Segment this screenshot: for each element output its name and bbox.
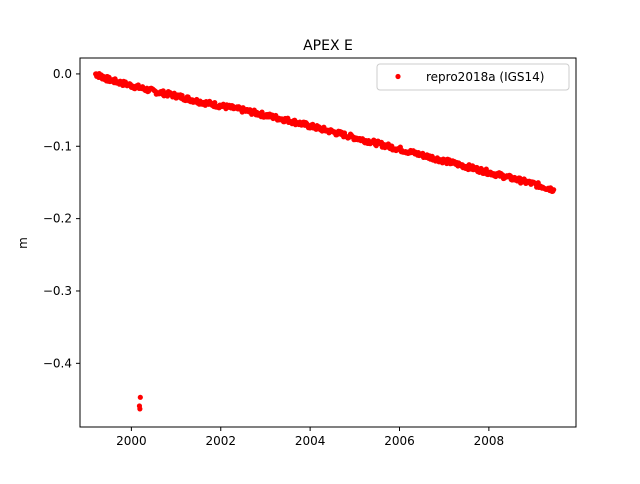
data-points <box>93 70 557 412</box>
y-tick-label: −0.3 <box>43 284 72 298</box>
y-tick-label: −0.2 <box>43 212 72 226</box>
legend: repro2018a (IGS14) <box>376 63 570 91</box>
x-tick-label: 2002 <box>205 434 236 448</box>
legend-marker <box>395 73 401 80</box>
outlier-point <box>137 406 143 412</box>
x-tick-label: 2006 <box>384 434 415 448</box>
outlier-point <box>137 394 143 400</box>
y-tick-label: 0.0 <box>53 67 72 81</box>
y-tick-label: −0.1 <box>43 139 72 153</box>
x-axis-ticks: 2000 2002 2004 2006 2008 <box>116 427 504 448</box>
plot-area-frame <box>79 57 577 428</box>
data-point <box>373 143 379 149</box>
data-point <box>483 166 489 172</box>
legend-label: repro2018a (IGS14) <box>426 70 544 84</box>
data-point <box>551 187 557 193</box>
y-axis-label: m <box>16 237 30 249</box>
y-axis-ticks: 0.0 −0.1 −0.2 −0.3 −0.4 <box>43 67 80 370</box>
x-tick-label: 2008 <box>474 434 505 448</box>
y-tick-label: −0.4 <box>43 356 72 370</box>
x-tick-label: 2000 <box>116 434 147 448</box>
chart-title: APEX E <box>303 38 353 54</box>
x-tick-label: 2004 <box>295 434 326 448</box>
legend-box <box>376 63 570 91</box>
data-point <box>212 100 218 106</box>
